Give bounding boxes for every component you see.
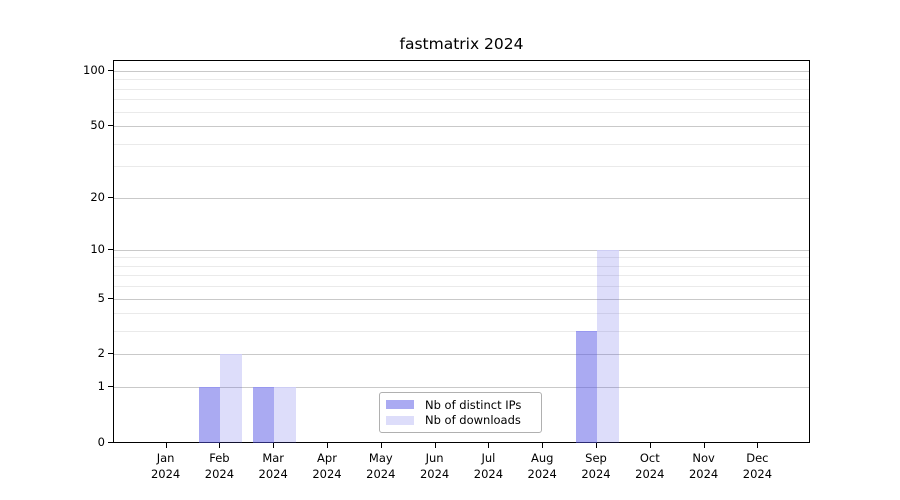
gridline-minor-90 [114, 79, 809, 81]
gridline-minor-9 [114, 257, 809, 259]
y-tick-label-2: 2 [97, 346, 105, 361]
y-tick-label-0: 0 [97, 435, 105, 449]
x-tick-mark-dec [757, 443, 759, 448]
x-tick-mark-jan [165, 443, 167, 448]
y-tick-mark-0 [108, 442, 113, 443]
bar-distinct-ips-mar [252, 387, 275, 443]
gridline-minor-7 [114, 275, 809, 277]
x-tick-mark-apr [327, 443, 328, 448]
y-tick-mark-5 [108, 297, 113, 299]
gridline-major-10 [114, 249, 809, 251]
x-tick-mark-may [380, 443, 382, 448]
x-tick-label-dec: Dec 2024 [742, 451, 773, 481]
legend-swatch-downloads [386, 415, 414, 425]
y-tick-label-10: 10 [90, 241, 105, 256]
legend-label-downloads: Nb of downloads [425, 413, 521, 428]
y-tick-label-5: 5 [97, 290, 105, 305]
x-tick-label-feb: Feb 2024 [204, 451, 235, 481]
legend-swatch-distinct-ips [386, 400, 414, 410]
x-tick-label-aug: Aug 2024 [527, 451, 557, 481]
plot-area [113, 60, 810, 443]
x-tick-label-mar: Mar 2024 [258, 451, 288, 481]
gridline-major-20 [114, 197, 809, 199]
x-tick-label-jan: Jan 2024 [150, 451, 181, 481]
x-tick-label-jul: Jul 2024 [473, 451, 504, 481]
gridline-minor-6 [114, 286, 809, 288]
y-tick-mark-20 [108, 196, 113, 198]
legend: Nb of distinct IPs Nb of downloads [379, 392, 542, 433]
y-tick-label-20: 20 [90, 189, 105, 204]
x-tick-label-jun: Jun 2024 [419, 451, 450, 481]
x-tick-label-sep: Sep 2024 [581, 451, 611, 481]
x-tick-label-nov: Nov 2024 [688, 451, 719, 481]
y-tick-label-1: 1 [97, 379, 105, 394]
x-tick-label-apr: Apr 2024 [312, 451, 342, 481]
gridline-minor-8 [114, 265, 809, 267]
x-tick-mark-jun [434, 443, 436, 448]
bar-downloads-mar [274, 387, 296, 443]
y-tick-mark-1 [108, 386, 113, 388]
bar-distinct-ips-sep [575, 331, 597, 443]
gridline-minor-40 [114, 143, 809, 145]
gridline-minor-4 [114, 313, 809, 315]
x-tick-label-may: May 2024 [366, 451, 396, 481]
gridline-minor-70 [114, 99, 809, 101]
gridline-minor-3 [114, 331, 809, 333]
x-tick-mark-oct [649, 443, 651, 448]
gridline-minor-30 [114, 166, 809, 168]
y-tick-mark-100 [108, 70, 113, 71]
gridline-minor-80 [114, 88, 809, 90]
x-tick-mark-nov [703, 443, 705, 448]
legend-item-distinct-ips: Nb of distinct IPs [386, 397, 533, 413]
gridline-major-5 [114, 298, 809, 300]
x-tick-mark-feb [219, 443, 221, 448]
y-tick-mark-50 [108, 125, 113, 127]
x-tick-mark-aug [542, 443, 544, 448]
x-tick-mark-jul [488, 443, 490, 448]
y-tick-mark-2 [108, 353, 113, 355]
bar-distinct-ips-feb [198, 387, 221, 443]
x-tick-mark-mar [273, 443, 275, 448]
y-tick-mark-10 [108, 248, 113, 250]
bar-downloads-feb [220, 354, 242, 443]
x-tick-label-oct: Oct 2024 [635, 451, 665, 481]
legend-label-distinct-ips: Nb of distinct IPs [425, 397, 522, 412]
bar-downloads-sep [597, 249, 619, 443]
gridline-major-2 [114, 354, 809, 356]
gridline-major-100 [114, 71, 809, 72]
gridline-minor-60 [114, 111, 809, 113]
y-tick-label-100: 100 [83, 63, 105, 77]
legend-item-downloads: Nb of downloads [386, 413, 533, 429]
gridline-major-1 [114, 387, 809, 389]
chart-title: fastmatrix 2024 [399, 35, 524, 53]
y-tick-label-50: 50 [90, 118, 105, 133]
x-tick-mark-sep [596, 443, 597, 448]
gridline-major-50 [114, 126, 809, 128]
